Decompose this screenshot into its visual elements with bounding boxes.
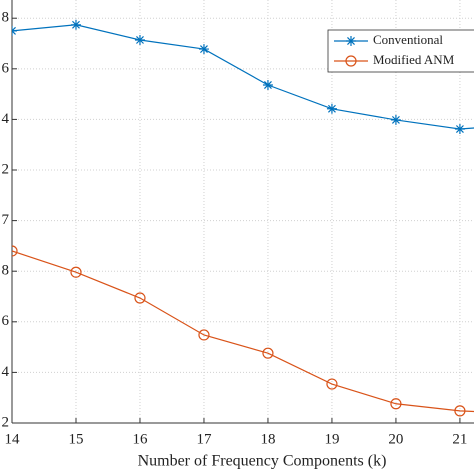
y-tick-label: 8 [2, 263, 10, 279]
marker [12, 25, 17, 36]
legend-label: Conventional [373, 32, 443, 47]
marker [326, 103, 337, 114]
y-tick-label: 7 [2, 212, 10, 228]
marker [134, 34, 145, 45]
x-tick-label: 21 [452, 431, 467, 447]
y-tick-label: 4 [2, 111, 10, 127]
legend-label: Modified ANM [373, 52, 455, 67]
marker [390, 398, 402, 410]
y-tick-label: 2 [2, 161, 10, 177]
series-line [12, 250, 474, 413]
marker [12, 245, 18, 257]
y-tick-label: 4 [2, 364, 10, 380]
y-tick-label: 2 [2, 414, 10, 430]
marker [198, 329, 210, 341]
x-tick-label: 16 [132, 431, 148, 447]
marker [70, 266, 82, 278]
plot-area [12, 19, 474, 417]
marker [262, 80, 273, 91]
legend-marker [345, 55, 357, 67]
x-tick-label: 18 [260, 431, 275, 447]
y-tick-label: 8 [2, 10, 10, 26]
y-tick-label: 6 [2, 313, 10, 329]
y-tick-label: 6 [2, 60, 10, 76]
marker [134, 292, 146, 304]
x-tick-label: 17 [196, 431, 212, 447]
legend-box [327, 29, 474, 73]
x-tick-label: 20 [388, 431, 403, 447]
x-tick-label: 14 [5, 431, 21, 447]
x-tick-label: 15 [68, 431, 83, 447]
x-axis-label: Number of Frequency Components (k) [138, 453, 387, 470]
marker [198, 44, 209, 55]
x-tick-label: 19 [324, 431, 339, 447]
marker [390, 114, 401, 125]
marker [70, 19, 81, 30]
marker [454, 405, 466, 417]
legend-marker [346, 36, 356, 46]
marker [326, 378, 338, 390]
marker [454, 124, 465, 135]
marker [262, 347, 274, 359]
